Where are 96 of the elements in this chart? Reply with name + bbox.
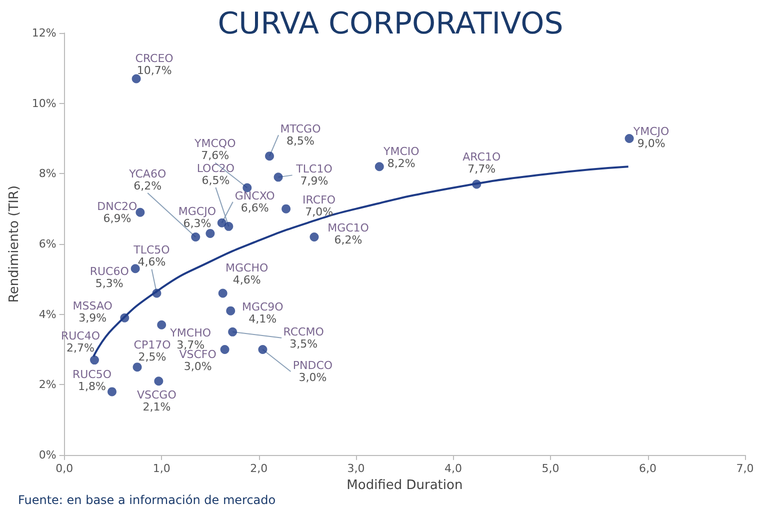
- y-tick-label: 10%: [32, 96, 56, 110]
- point: [218, 288, 228, 298]
- data-label: 6,3%: [183, 216, 212, 230]
- annotation: RUC5O: [72, 368, 112, 382]
- point: [120, 313, 130, 322]
- point: [624, 134, 634, 143]
- source-note: Fuente: en base a información de mercado: [18, 493, 276, 507]
- data-label: 4,6%: [232, 274, 261, 287]
- data-label: 6,5%: [202, 174, 230, 187]
- x-tick-label: 4,0: [444, 462, 462, 475]
- point: [220, 345, 230, 354]
- x-tick-label: 2,0: [250, 462, 268, 475]
- point: [132, 74, 141, 84]
- annotation: TLC5O: [132, 244, 170, 257]
- annotation: MGC9O: [242, 300, 284, 314]
- point: [132, 362, 142, 372]
- data-label: 9,0%: [637, 137, 666, 150]
- point: [258, 345, 268, 354]
- data-label: 2,7%: [66, 342, 94, 355]
- annotation: MGCHO: [226, 262, 268, 275]
- annotation: YMCQO: [194, 137, 236, 150]
- annotation: MGC1O: [328, 221, 370, 234]
- point: [90, 356, 99, 365]
- point: [228, 327, 238, 336]
- data-label: 6,2%: [134, 179, 162, 192]
- x-tick-label: 6,0: [639, 462, 657, 475]
- data-label: 7,6%: [201, 149, 230, 162]
- point: [374, 162, 384, 172]
- data-label: 3,9%: [78, 311, 107, 324]
- x-tick-label: 0,0: [56, 462, 74, 475]
- x-axis-title: Modified Duration: [346, 478, 463, 493]
- point: [152, 288, 162, 298]
- point: [191, 232, 200, 242]
- annotation: RUC4O: [60, 330, 100, 343]
- x-tick-label: 3,0: [347, 462, 365, 475]
- data-label: 7,7%: [468, 162, 496, 176]
- point: [226, 306, 236, 316]
- point: [224, 222, 234, 231]
- annotation: TLC1O: [295, 162, 333, 176]
- data-label: 3,0%: [184, 360, 212, 373]
- point: [472, 180, 482, 189]
- data-label: 6,6%: [240, 201, 269, 214]
- point: [282, 204, 291, 214]
- data-label: 2,1%: [142, 400, 171, 414]
- point: [274, 172, 283, 182]
- y-tick-label: 4%: [38, 308, 56, 321]
- annotation: CP17O: [134, 338, 172, 352]
- point: [310, 232, 319, 242]
- x-tick-label: 7,0: [736, 462, 754, 475]
- data-label: 7,0%: [305, 205, 334, 218]
- annotation: YMCJO: [632, 125, 670, 138]
- data-label: 10,7%: [136, 64, 172, 78]
- point: [130, 264, 140, 274]
- point: [206, 228, 215, 238]
- point: [136, 208, 145, 217]
- y-axis-title: Rendimiento (TIR): [7, 185, 22, 303]
- annotation: RUC6O: [90, 265, 130, 278]
- annotation: YMCHO: [169, 326, 212, 340]
- point: [217, 218, 226, 228]
- annotation: ARC1O: [462, 150, 501, 164]
- data-label: 7,9%: [300, 174, 328, 188]
- chart-title: CURVA CORPORATIVOS: [218, 6, 564, 42]
- y-tick-label: 8%: [38, 167, 56, 180]
- annotation: RCCMO: [283, 325, 324, 338]
- x-tick-label: 1,0: [152, 462, 170, 475]
- data-label: 8,5%: [286, 134, 314, 148]
- x-tick-label: 5,0: [542, 462, 560, 475]
- annotation: DNC2O: [97, 200, 138, 213]
- data-label: 5,3%: [95, 277, 124, 290]
- annotation: PNDCO: [292, 359, 333, 372]
- annotation: CRCEO: [135, 52, 174, 66]
- annotation: MTCGO: [280, 122, 322, 136]
- point: [265, 152, 274, 161]
- annotation: MSSAO: [72, 299, 113, 312]
- annotation: GNCXO: [234, 189, 276, 202]
- data-label: 6,2%: [334, 233, 362, 246]
- data-label: 6,9%: [103, 212, 132, 225]
- y-tick-label: 0%: [38, 448, 56, 462]
- point: [157, 320, 166, 330]
- y-tick-label: 12%: [32, 26, 56, 40]
- data-label: 3,5%: [290, 337, 318, 350]
- y-tick-label: 6%: [38, 238, 56, 250]
- data-label: 4,6%: [138, 256, 166, 269]
- point: [154, 376, 164, 386]
- annotation: MGCJO: [178, 204, 216, 218]
- point: [108, 387, 116, 396]
- data-label: 1,8%: [78, 380, 106, 394]
- y-tick-label: 2%: [38, 378, 56, 392]
- annotation: YCA6O: [128, 167, 166, 180]
- data-label: 3,0%: [298, 371, 327, 384]
- annotation: YMCIO: [382, 145, 420, 158]
- data-label: 2,5%: [138, 350, 166, 364]
- annotation: IRCFO: [302, 193, 336, 206]
- data-label: 8,2%: [387, 157, 416, 170]
- annotation: VSCGO: [136, 388, 177, 402]
- data-label: 4,1%: [248, 312, 277, 326]
